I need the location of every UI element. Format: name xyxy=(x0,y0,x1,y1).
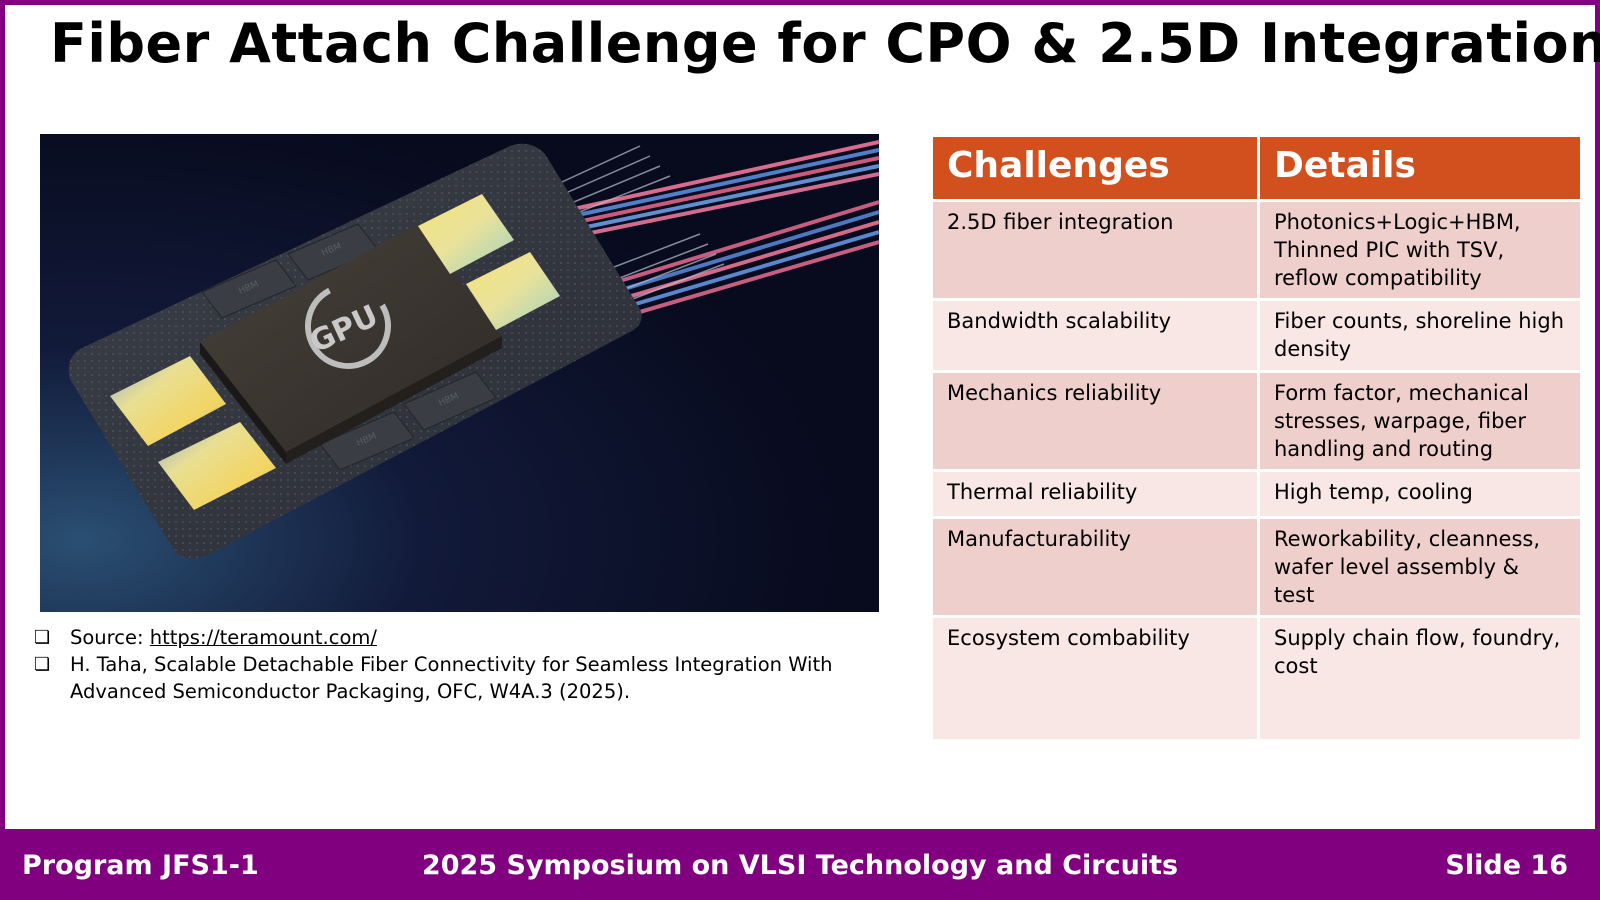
challenge-cell: Manufacturability xyxy=(930,516,1260,618)
package-illustration: HBM HBM HBM HBM GPU xyxy=(40,134,879,612)
slide-number: Slide 16 xyxy=(1445,850,1568,881)
challenge-cell: 2.5D fiber integration xyxy=(930,199,1260,301)
detail-cell: Supply chain flow, foundry, cost xyxy=(1257,615,1583,742)
challenges-table: Challenges Details 2.5D fiber integratio… xyxy=(930,134,1583,742)
citation-text: H. Taha, Scalable Detachable Fiber Conne… xyxy=(70,653,833,703)
gpu-die: GPU xyxy=(200,224,502,464)
reference-citation: ❏ H. Taha, Scalable Detachable Fiber Con… xyxy=(34,651,854,705)
program-code: Program JFS1-1 xyxy=(22,850,259,881)
table-row: Manufacturability Reworkability, cleanne… xyxy=(930,516,1583,618)
checkbox-bullet-icon: ❏ xyxy=(34,654,51,675)
reference-text: Source: https://teramount.com/ xyxy=(70,624,377,651)
table-row: Thermal reliability High temp, cooling xyxy=(930,469,1583,519)
detail-cell: Photonics+Logic+HBM, Thinned PIC with TS… xyxy=(1257,199,1583,301)
table-header-row: Challenges Details xyxy=(930,134,1583,202)
column-header-challenges: Challenges xyxy=(930,134,1260,202)
reference-source: ❏ Source: https://teramount.com/ xyxy=(34,624,854,651)
detail-cell: Fiber counts, shoreline high density xyxy=(1257,298,1583,373)
detail-cell: Form factor, mechanical stresses, warpag… xyxy=(1257,370,1583,472)
table-row: 2.5D fiber integration Photonics+Logic+H… xyxy=(930,199,1583,301)
challenge-cell: Ecosystem combability xyxy=(930,615,1260,742)
photonic-ic-chiplets xyxy=(110,194,560,510)
table-row: Mechanics reliability Form factor, mecha… xyxy=(930,370,1583,472)
page-title: Fiber Attach Challenge for CPO & 2.5D In… xyxy=(50,12,1600,75)
challenge-cell: Mechanics reliability xyxy=(930,370,1260,472)
column-header-details: Details xyxy=(1257,134,1583,202)
detail-cell: Reworkability, cleanness, wafer level as… xyxy=(1257,516,1583,618)
checkbox-bullet-icon: ❏ xyxy=(34,627,51,648)
source-prefix: Source: xyxy=(70,626,150,649)
detail-cell: High temp, cooling xyxy=(1257,469,1583,519)
hbm-stacks: HBM HBM HBM HBM xyxy=(201,223,497,471)
table-row: Ecosystem combability Supply chain flow,… xyxy=(930,615,1583,742)
references: ❏ Source: https://teramount.com/ ❏ H. Ta… xyxy=(34,624,854,705)
table-row: Bandwidth scalability Fiber counts, shor… xyxy=(930,298,1583,373)
conference-name: 2025 Symposium on VLSI Technology and Ci… xyxy=(421,850,1179,881)
challenge-cell: Thermal reliability xyxy=(930,469,1260,519)
footer-bar: Program JFS1-1 2025 Symposium on VLSI Te… xyxy=(0,829,1600,900)
source-link[interactable]: https://teramount.com/ xyxy=(149,626,377,649)
challenge-cell: Bandwidth scalability xyxy=(930,298,1260,373)
